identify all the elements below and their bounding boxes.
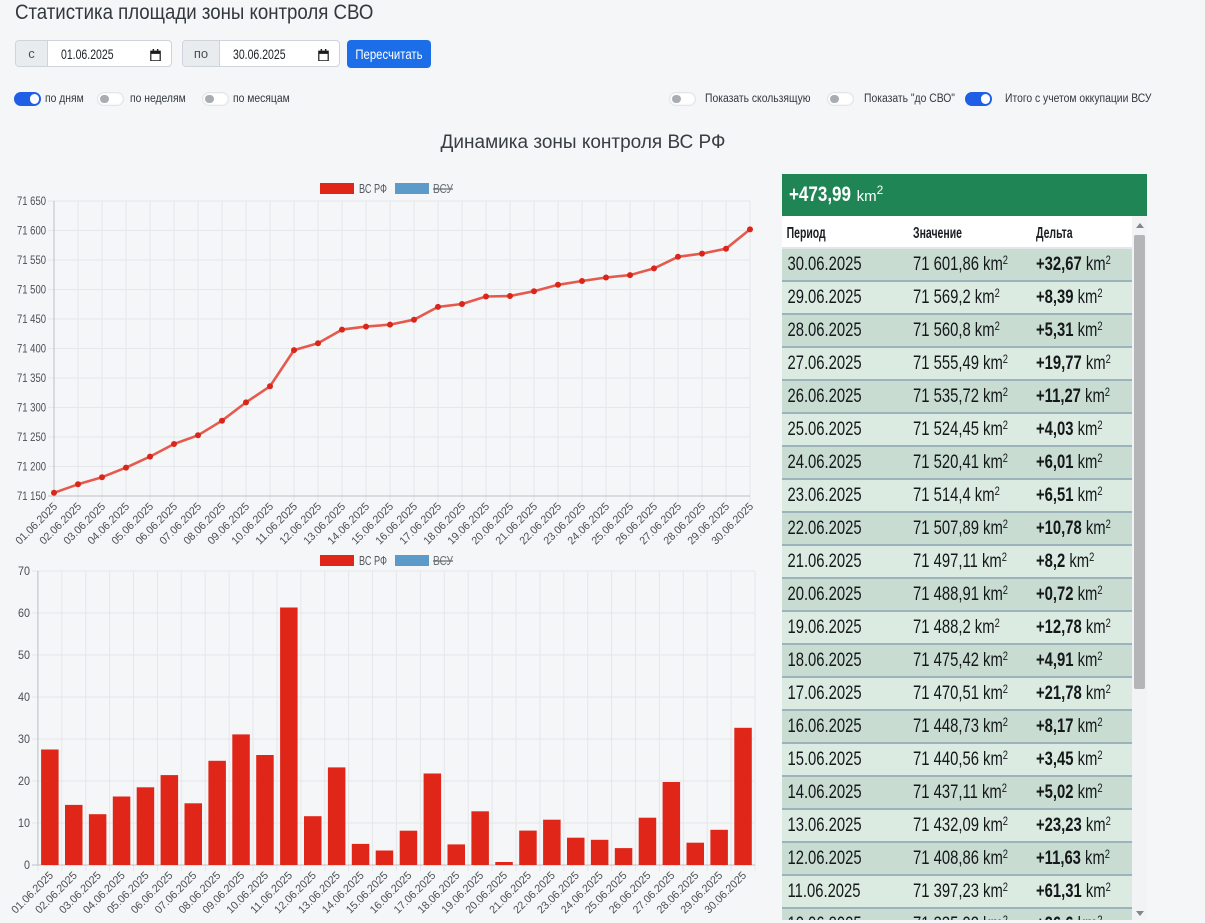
svg-text:ВС РФ: ВС РФ <box>359 181 387 196</box>
svg-text:60: 60 <box>18 606 30 620</box>
svg-text:71 150: 71 150 <box>17 489 46 503</box>
svg-text:30: 30 <box>18 732 30 746</box>
svg-text:71 400: 71 400 <box>17 342 46 356</box>
svg-text:70: 70 <box>18 564 30 578</box>
svg-text:71 650: 71 650 <box>17 194 46 208</box>
svg-text:71 200: 71 200 <box>17 460 46 474</box>
svg-text:71 250: 71 250 <box>17 430 46 444</box>
svg-text:71 550: 71 550 <box>17 253 46 267</box>
svg-text:20: 20 <box>18 774 30 788</box>
svg-text:0: 0 <box>24 858 30 872</box>
svg-text:40: 40 <box>18 690 30 704</box>
svg-text:50: 50 <box>18 648 30 662</box>
svg-text:71 600: 71 600 <box>17 224 46 238</box>
svg-text:71 350: 71 350 <box>17 371 46 385</box>
svg-text:71 450: 71 450 <box>17 312 46 326</box>
svg-text:ВСУ: ВСУ <box>433 181 454 196</box>
svg-text:10: 10 <box>18 816 30 830</box>
svg-text:71 500: 71 500 <box>17 283 46 297</box>
svg-text:ВСУ: ВСУ <box>433 553 454 568</box>
svg-text:ВС РФ: ВС РФ <box>359 553 387 568</box>
svg-text:71 300: 71 300 <box>17 401 46 415</box>
